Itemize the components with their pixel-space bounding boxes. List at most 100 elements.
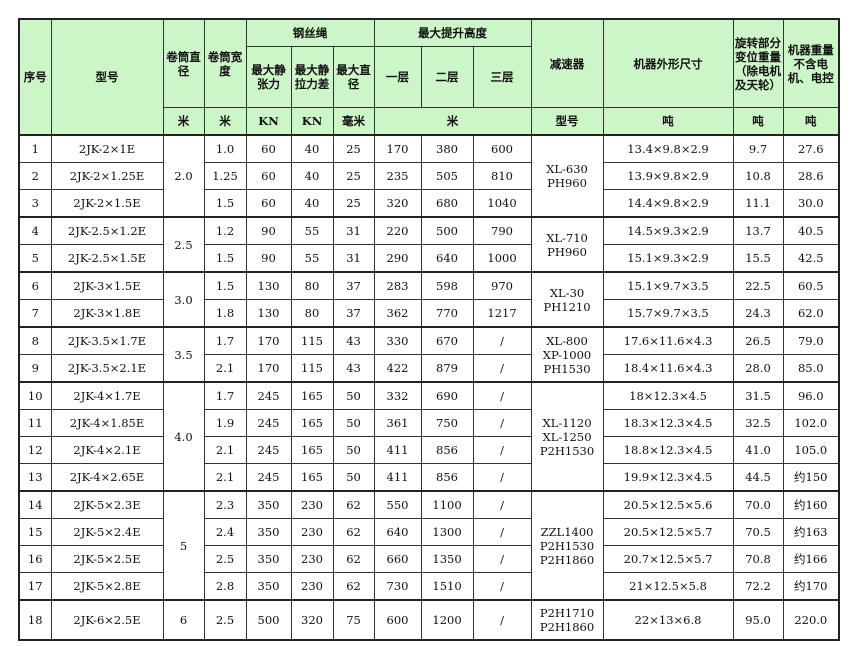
reducer-model: P2H1710 (539, 606, 595, 620)
cell-model: 2JK-3×1.5E (50, 271, 164, 300)
reducer-model: XL-630 (546, 162, 588, 176)
cell-lift-layer3: / (472, 545, 532, 573)
cell-tension: 245 (245, 409, 292, 437)
cell-machine-weight: 约170 (782, 572, 840, 601)
cell-reducer: XL-710 PH960 (530, 216, 604, 273)
table-row: 15 2JK-5×2.4E 2.4 350 230 62 640 1300/ 20.5×12.5… (18, 518, 840, 546)
cell-seq: 11 (18, 409, 52, 437)
cell-seq: 18 (18, 599, 52, 641)
cell-tension: 60 (245, 189, 292, 218)
cell-rotating-weight: 26.5 (732, 326, 784, 355)
hoist-spec-table: 序号 型号 卷筒直径 卷筒宽度 钢丝绳 最大提升高度 减速器 机器外形尺寸 旋转… (18, 18, 841, 641)
table-body: 1 2JK-2×1E 2.0 1.0 60 40 25 170 380 600 XL-630 PH96… (18, 134, 840, 641)
cell-lift-layer3: / (472, 381, 532, 410)
cell-dimensions: 20.5×12.5×5.6 (602, 490, 734, 519)
cell-tension: 350 (245, 490, 292, 519)
cell-tension: 130 (245, 271, 292, 300)
cell-lift-layer3: 790 (472, 216, 532, 245)
cell-lift-layer3: 810 (472, 162, 532, 190)
cell-rope-diameter: 25 (332, 134, 375, 163)
cell-lift-layer1: 660 (373, 545, 422, 573)
cell-model: 2JK-5×2.5E (50, 545, 164, 573)
cell-lift-layer3: 970 (472, 271, 532, 300)
cell-model: 2JK-4×2.65E (50, 463, 164, 492)
cell-lift-layer2: 690 (420, 381, 474, 410)
reducer-model: PH960 (547, 176, 587, 190)
cell-rope-diameter: 43 (332, 326, 375, 355)
cell-reducer: XL-630 PH960 (530, 134, 604, 218)
cell-lift-layer1: 220 (373, 216, 422, 245)
cell-drum-width: 1.7 (203, 326, 247, 355)
cell-rotating-weight: 70.8 (732, 545, 784, 573)
table-row: 6 2JK-3×1.5E 3.0 1.5 130 80 37 283 598 970 XL-30 PH… (18, 271, 840, 328)
cell-rope-diameter: 25 (332, 162, 375, 190)
cell-rope-diameter: 50 (332, 463, 375, 492)
reducer-model: XL-1250 (542, 429, 592, 444)
cell-drum-width: 1.8 (203, 299, 247, 328)
unit-dimensions: 吨 (602, 107, 734, 136)
cell-model: 2JK-2×1.5E (50, 189, 164, 218)
cell-drum-width: 1.0 (203, 134, 247, 163)
cell-lift-layer1: 361 (373, 409, 422, 437)
cell-drum-width: 1.2 (203, 216, 247, 245)
table-row: 2 2JK-2×1.25E 1.25 60 40 25 235 505 810 13.9×9.8×… (18, 162, 840, 190)
cell-tension: 60 (245, 162, 292, 190)
cell-lift-layer2: 1200 (420, 599, 474, 641)
cell-diff: 165 (290, 381, 334, 410)
table-row: 12 2JK-4×2.1E 2.1 245 165 50 411 856/ 18.8×12.3×… (18, 436, 840, 464)
cell-dimensions: 20.5×12.5×5.7 (602, 518, 734, 546)
cell-seq: 16 (18, 545, 52, 573)
cell-seq: 12 (18, 436, 52, 464)
reducer-model: PH1210 (543, 299, 591, 314)
cell-seq: 1 (18, 134, 52, 163)
unit-drum-diameter: 米 (162, 107, 205, 136)
cell-tension: 90 (245, 216, 292, 245)
cell-model: 2JK-3.5×2.1E (50, 354, 164, 383)
cell-diff: 40 (290, 189, 334, 218)
cell-dimensions: 18.8×12.3×4.5 (602, 436, 734, 464)
cell-drum-width: 2.3 (203, 490, 247, 519)
cell-drum-width: 2.5 (203, 545, 247, 573)
cell-drum-width: 1.5 (203, 271, 247, 300)
cell-model: 2JK-2.5×1.2E (50, 216, 164, 245)
cell-rope-diameter: 75 (332, 599, 375, 641)
cell-lift-layer2: 680 (420, 189, 474, 218)
cell-tension: 245 (245, 463, 292, 492)
cell-diff: 80 (290, 299, 334, 328)
cell-model: 2JK-5×2.3E (50, 490, 164, 519)
cell-seq: 10 (18, 381, 52, 410)
cell-drum-width: 1.9 (203, 409, 247, 437)
cell-drum-diameter: 6 (162, 599, 205, 641)
table-row: 10 2JK-4×1.7E 4.0 1.7 245 165 50 332 690/XL-1120… (18, 381, 840, 492)
cell-machine-weight: 28.6 (782, 162, 840, 190)
cell-machine-weight: 30.0 (782, 189, 840, 218)
cell-lift-layer2: 598 (420, 271, 474, 300)
cell-model: 2JK-2×1E (50, 134, 164, 163)
cell-lift-layer1: 411 (373, 463, 422, 492)
cell-lift-layer3: / (472, 490, 532, 519)
unit-lift: 米 (373, 107, 532, 136)
cell-lift-layer2: 1510 (420, 572, 474, 601)
cell-rope-diameter: 31 (332, 216, 375, 245)
cell-rope-diameter: 50 (332, 409, 375, 437)
header-machine-weight: 机器重量 不含电机、电控 (782, 18, 840, 108)
cell-rotating-weight: 24.3 (732, 299, 784, 328)
table-row: 5 2JK-2.5×1.5E 1.5 90 55 31 290 640 1000 15.1×9.3… (18, 244, 840, 273)
header-dimensions: 机器外形尺寸 (602, 18, 734, 108)
cell-tension: 350 (245, 545, 292, 573)
cell-rotating-weight: 10.8 (732, 162, 784, 190)
cell-seq: 5 (18, 244, 52, 273)
cell-machine-weight: 79.0 (782, 326, 840, 355)
cell-rope-diameter: 37 (332, 299, 375, 328)
table-row: 14 2JK-5×2.3E 5 2.3 350 230 62 550 1100/ZZL1400 P… (18, 490, 840, 601)
cell-lift-layer2: 670 (420, 326, 474, 355)
cell-lift-layer2: 640 (420, 244, 474, 273)
cell-seq: 3 (18, 189, 52, 218)
reducer-model: XL-30 (549, 285, 585, 300)
cell-rope-diameter: 31 (332, 244, 375, 273)
cell-diff: 165 (290, 463, 334, 492)
cell-reducer: ZZL1400 P2H1530 P2H1860 (530, 490, 604, 601)
table-row: 7 2JK-3×1.8E 1.8 130 80 37 362 770 1217 15.7×9.7×… (18, 299, 840, 328)
header-max-static-diff: 最大静拉力差 (290, 46, 334, 108)
cell-tension: 245 (245, 381, 292, 410)
